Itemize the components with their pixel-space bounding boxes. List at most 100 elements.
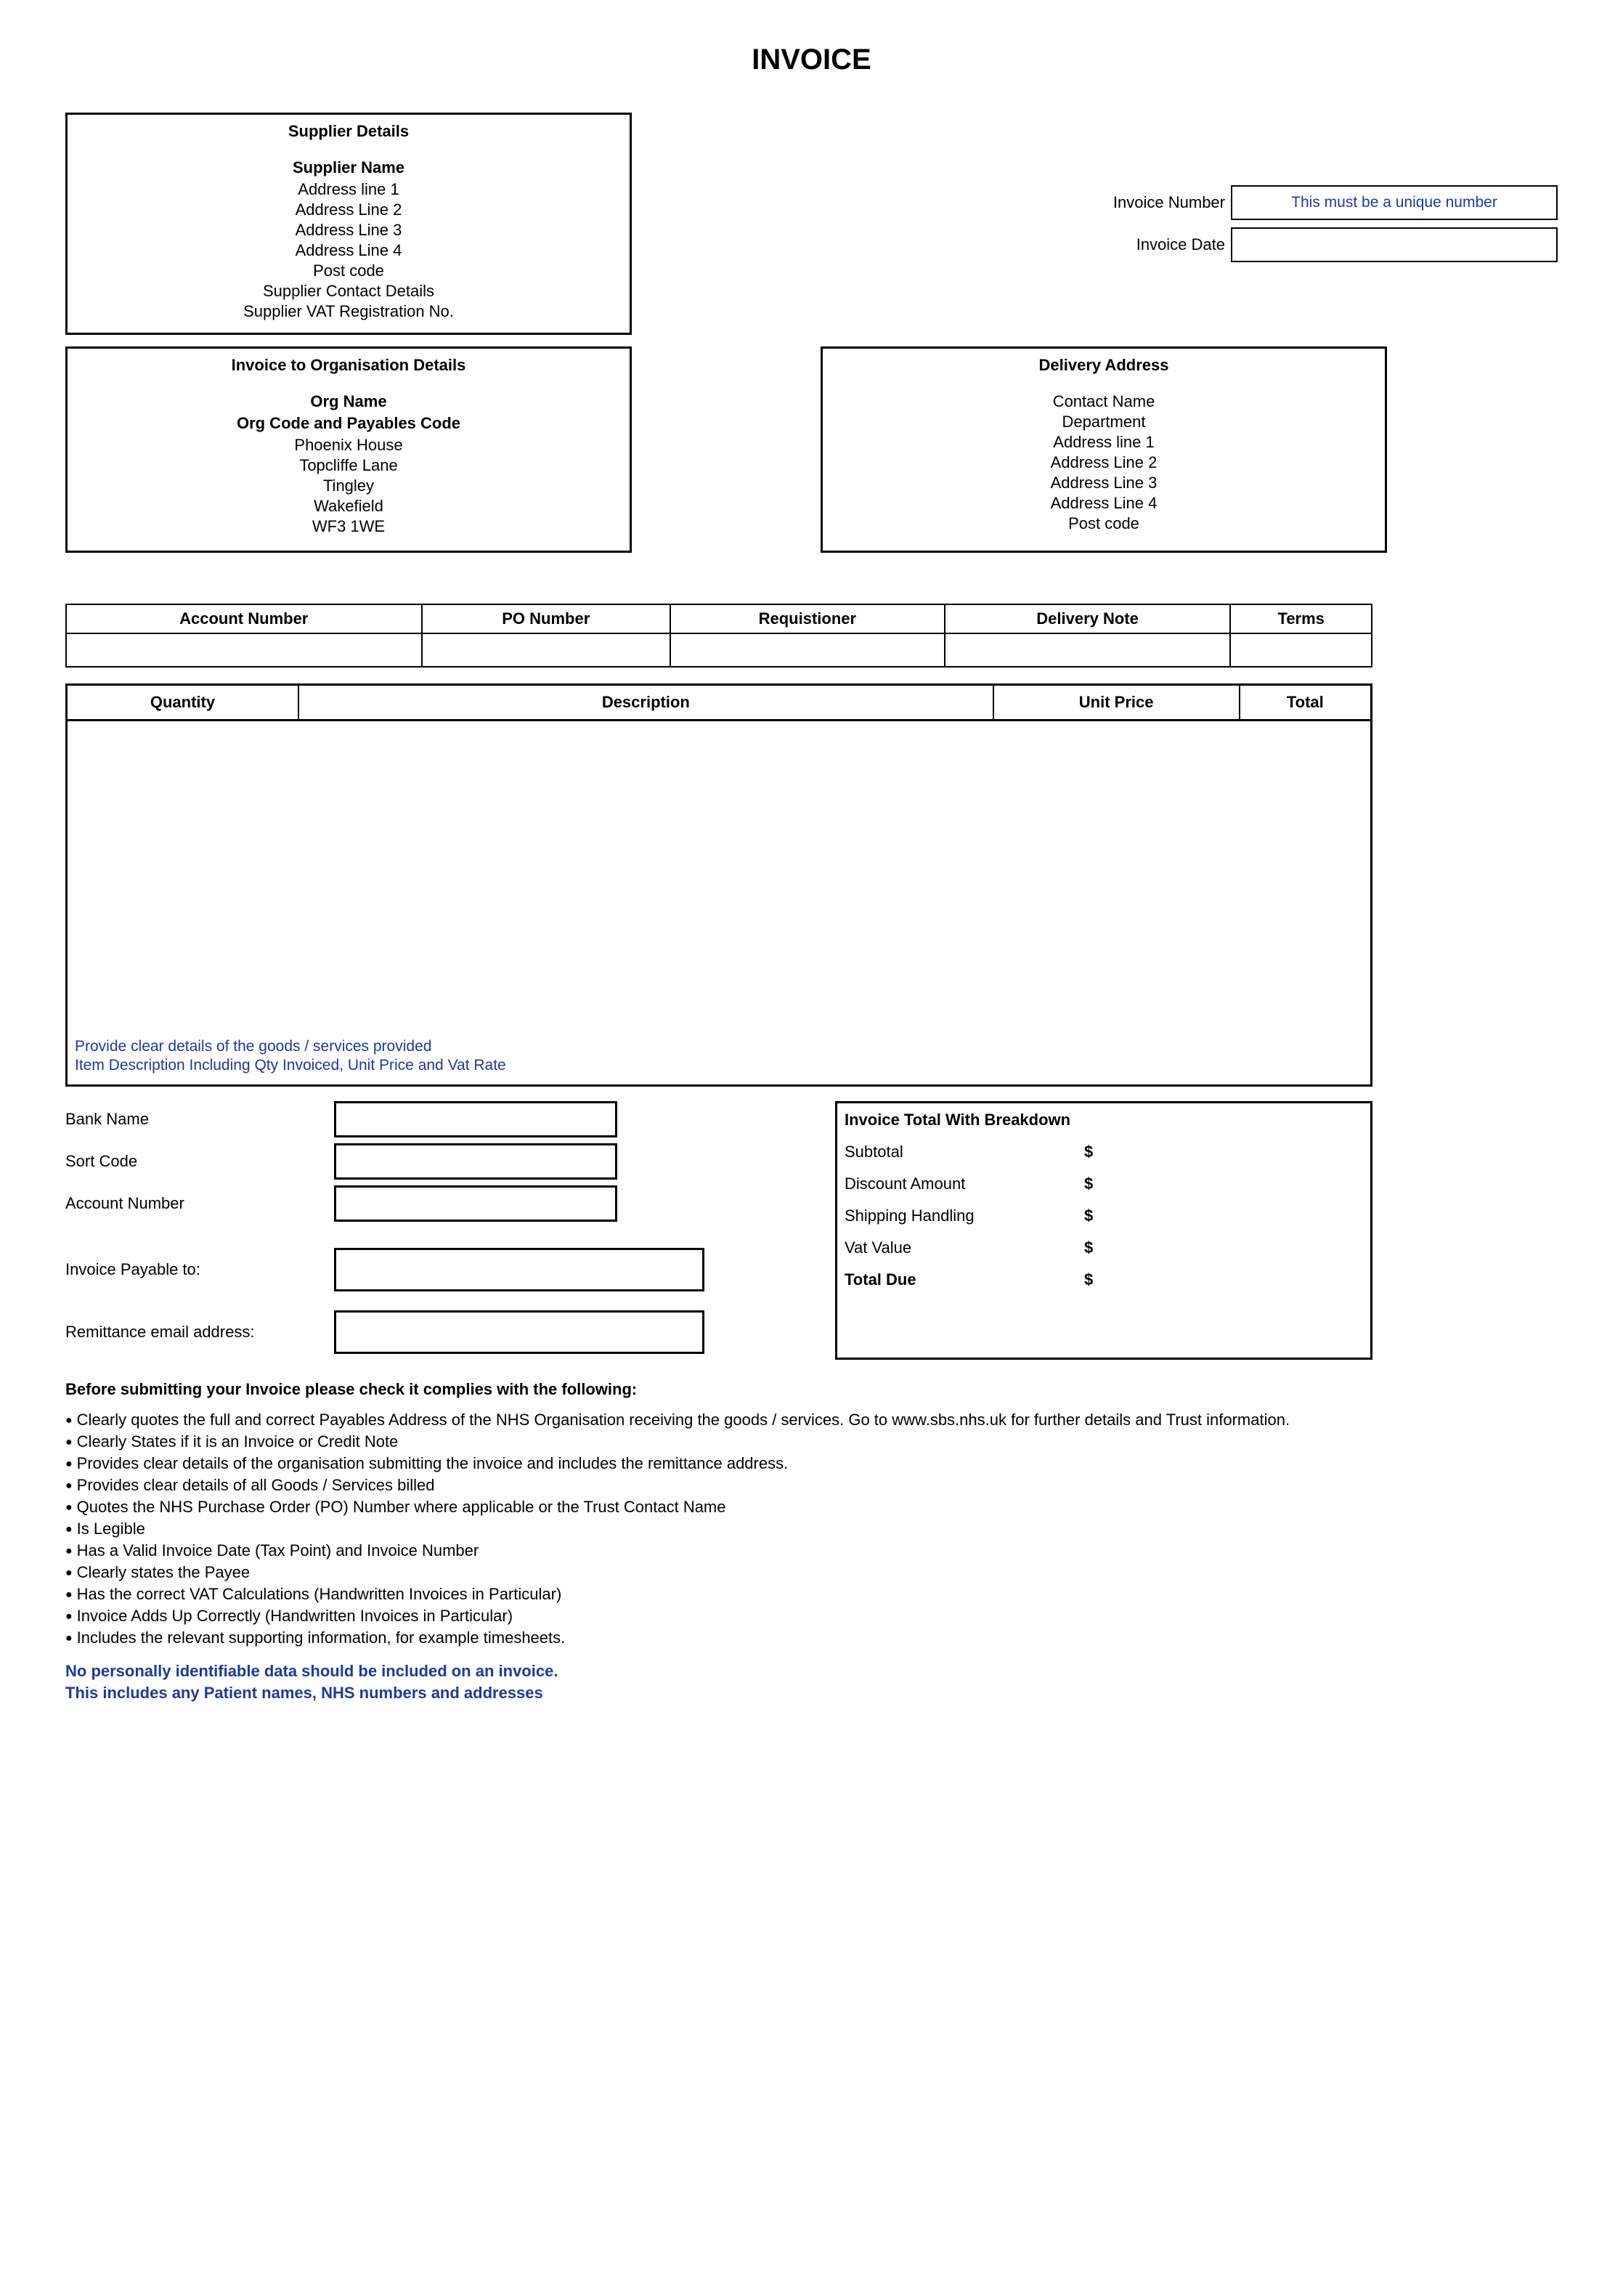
terms-cell[interactable] [1230, 633, 1372, 667]
supplier-address-3: Address Line 3 [76, 221, 621, 240]
invoice-number-input[interactable]: This must be a unique number [1231, 185, 1558, 220]
delivery-line-3: Address Line 2 [831, 453, 1376, 472]
line-items-hint: Provide clear details of the goods / ser… [75, 1037, 506, 1074]
desc-header: Description [299, 686, 994, 719]
compliance-item: Provides clear details of all Goods / Se… [65, 1476, 1372, 1495]
delivery-heading: Delivery Address [831, 356, 1376, 375]
payable-to-input[interactable] [334, 1248, 704, 1291]
shipping-row: Shipping Handling $ [845, 1206, 1357, 1225]
compliance-section: Before submitting your Invoice please ch… [65, 1380, 1372, 1703]
account-number-label: Account Number [65, 1194, 334, 1213]
supplier-address-2: Address Line 2 [76, 200, 621, 219]
supplier-address-1: Address line 1 [76, 180, 621, 199]
supplier-name: Supplier Name [76, 158, 621, 177]
supplier-contact: Supplier Contact Details [76, 282, 621, 301]
invoice-to-line-4: Wakefield [76, 497, 621, 516]
invoice-number-row: Invoice Number This must be a unique num… [1073, 185, 1558, 220]
remittance-input[interactable] [334, 1310, 704, 1354]
shipping-currency: $ [1084, 1206, 1093, 1225]
discount-label: Discount Amount [845, 1175, 1084, 1193]
vat-currency: $ [1084, 1238, 1093, 1257]
delivery-line-6: Post code [831, 514, 1376, 533]
line-items-hint-1: Provide clear details of the goods / ser… [75, 1038, 506, 1055]
account-number-header: Account Number [66, 604, 422, 633]
delivery-box: Delivery Address Contact Name Department… [821, 346, 1387, 553]
delivery-note-header: Delivery Note [945, 604, 1231, 633]
total-due-currency: $ [1084, 1270, 1093, 1289]
compliance-item: Clearly states the Payee [65, 1563, 1372, 1582]
compliance-item: Clearly States if it is an Invoice or Cr… [65, 1432, 1372, 1451]
warning-block: No personally identifiable data should b… [65, 1662, 1372, 1703]
qty-header: Quantity [68, 686, 299, 719]
subtotal-row: Subtotal $ [845, 1143, 1357, 1161]
invoice-meta: Invoice Number This must be a unique num… [1073, 185, 1558, 335]
account-number-input[interactable] [334, 1185, 617, 1222]
sort-code-input[interactable] [334, 1143, 617, 1180]
total-due-row: Total Due $ [845, 1270, 1357, 1289]
supplier-postcode: Post code [76, 261, 621, 280]
requistioner-cell[interactable] [670, 633, 945, 667]
supplier-vat: Supplier VAT Registration No. [76, 302, 621, 321]
supplier-heading: Supplier Details [76, 122, 621, 141]
bank-name-input[interactable] [334, 1101, 617, 1137]
delivery-note-cell[interactable] [945, 633, 1231, 667]
invoice-date-row: Invoice Date [1073, 227, 1558, 262]
compliance-item: Has a Valid Invoice Date (Tax Point) and… [65, 1541, 1372, 1560]
org-code: Org Code and Payables Code [76, 414, 621, 433]
requistioner-header: Requistioner [670, 604, 945, 633]
compliance-item: Includes the relevant supporting informa… [65, 1628, 1372, 1647]
compliance-item: Provides clear details of the organisati… [65, 1454, 1372, 1473]
totals-block: Invoice Total With Breakdown Subtotal $ … [835, 1101, 1372, 1360]
top-section: Supplier Details Supplier Name Address l… [65, 113, 1558, 335]
invoice-date-input[interactable] [1231, 227, 1558, 262]
org-name: Org Name [76, 392, 621, 411]
invoice-to-line-3: Tingley [76, 476, 621, 495]
vat-label: Vat Value [845, 1238, 1084, 1257]
po-number-cell[interactable] [422, 633, 671, 667]
bank-block: Bank Name Sort Code Account Number Invoi… [65, 1101, 719, 1360]
compliance-item: Is Legible [65, 1520, 1372, 1538]
compliance-item: Clearly quotes the full and correct Paya… [65, 1411, 1372, 1429]
bottom-section: Bank Name Sort Code Account Number Invoi… [65, 1101, 1372, 1360]
delivery-line-5: Address Line 4 [831, 494, 1376, 513]
compliance-item: Invoice Adds Up Correctly (Handwritten I… [65, 1607, 1372, 1626]
account-number-cell[interactable] [66, 633, 422, 667]
delivery-line-4: Address Line 3 [831, 474, 1376, 492]
invoice-to-line-2: Topcliffe Lane [76, 456, 621, 475]
remittance-label: Remittance email address: [65, 1323, 334, 1342]
account-table: Account Number PO Number Requistioner De… [65, 604, 1372, 668]
invoice-to-line-1: Phoenix House [76, 436, 621, 455]
bank-name-label: Bank Name [65, 1110, 334, 1129]
supplier-address-4: Address Line 4 [76, 241, 621, 260]
line-items-body[interactable]: Provide clear details of the goods / ser… [68, 721, 1370, 1084]
subtotal-currency: $ [1084, 1143, 1093, 1161]
discount-row: Discount Amount $ [845, 1175, 1357, 1193]
invoice-date-label: Invoice Date [1073, 235, 1225, 254]
compliance-list: Clearly quotes the full and correct Paya… [65, 1411, 1372, 1647]
line-items-table: Quantity Description Unit Price Total Pr… [65, 683, 1372, 1087]
invoice-to-line-5: WF3 1WE [76, 517, 621, 536]
delivery-line-0: Contact Name [831, 392, 1376, 411]
vat-row: Vat Value $ [845, 1238, 1357, 1257]
compliance-item: Has the correct VAT Calculations (Handwr… [65, 1585, 1372, 1604]
page-title: INVOICE [65, 44, 1558, 76]
compliance-item: Quotes the NHS Purchase Order (PO) Numbe… [65, 1498, 1372, 1517]
terms-header: Terms [1230, 604, 1372, 633]
totals-title: Invoice Total With Breakdown [845, 1111, 1357, 1129]
total-header: Total [1240, 686, 1370, 719]
delivery-line-1: Department [831, 413, 1376, 431]
compliance-title: Before submitting your Invoice please ch… [65, 1380, 1372, 1399]
warning-line-2: This includes any Patient names, NHS num… [65, 1684, 1372, 1703]
invoice-to-heading: Invoice to Organisation Details [76, 356, 621, 375]
delivery-line-2: Address line 1 [831, 433, 1376, 452]
payable-to-label: Invoice Payable to: [65, 1260, 334, 1279]
line-items-hint-2: Item Description Including Qty Invoiced,… [75, 1057, 506, 1074]
po-number-header: PO Number [422, 604, 671, 633]
subtotal-label: Subtotal [845, 1143, 1084, 1161]
shipping-label: Shipping Handling [845, 1206, 1084, 1225]
warning-line-1: No personally identifiable data should b… [65, 1662, 1372, 1681]
total-due-label: Total Due [845, 1270, 1084, 1289]
discount-currency: $ [1084, 1175, 1093, 1193]
line-items-header: Quantity Description Unit Price Total [68, 686, 1370, 721]
mid-section: Invoice to Organisation Details Org Name… [65, 346, 1558, 553]
